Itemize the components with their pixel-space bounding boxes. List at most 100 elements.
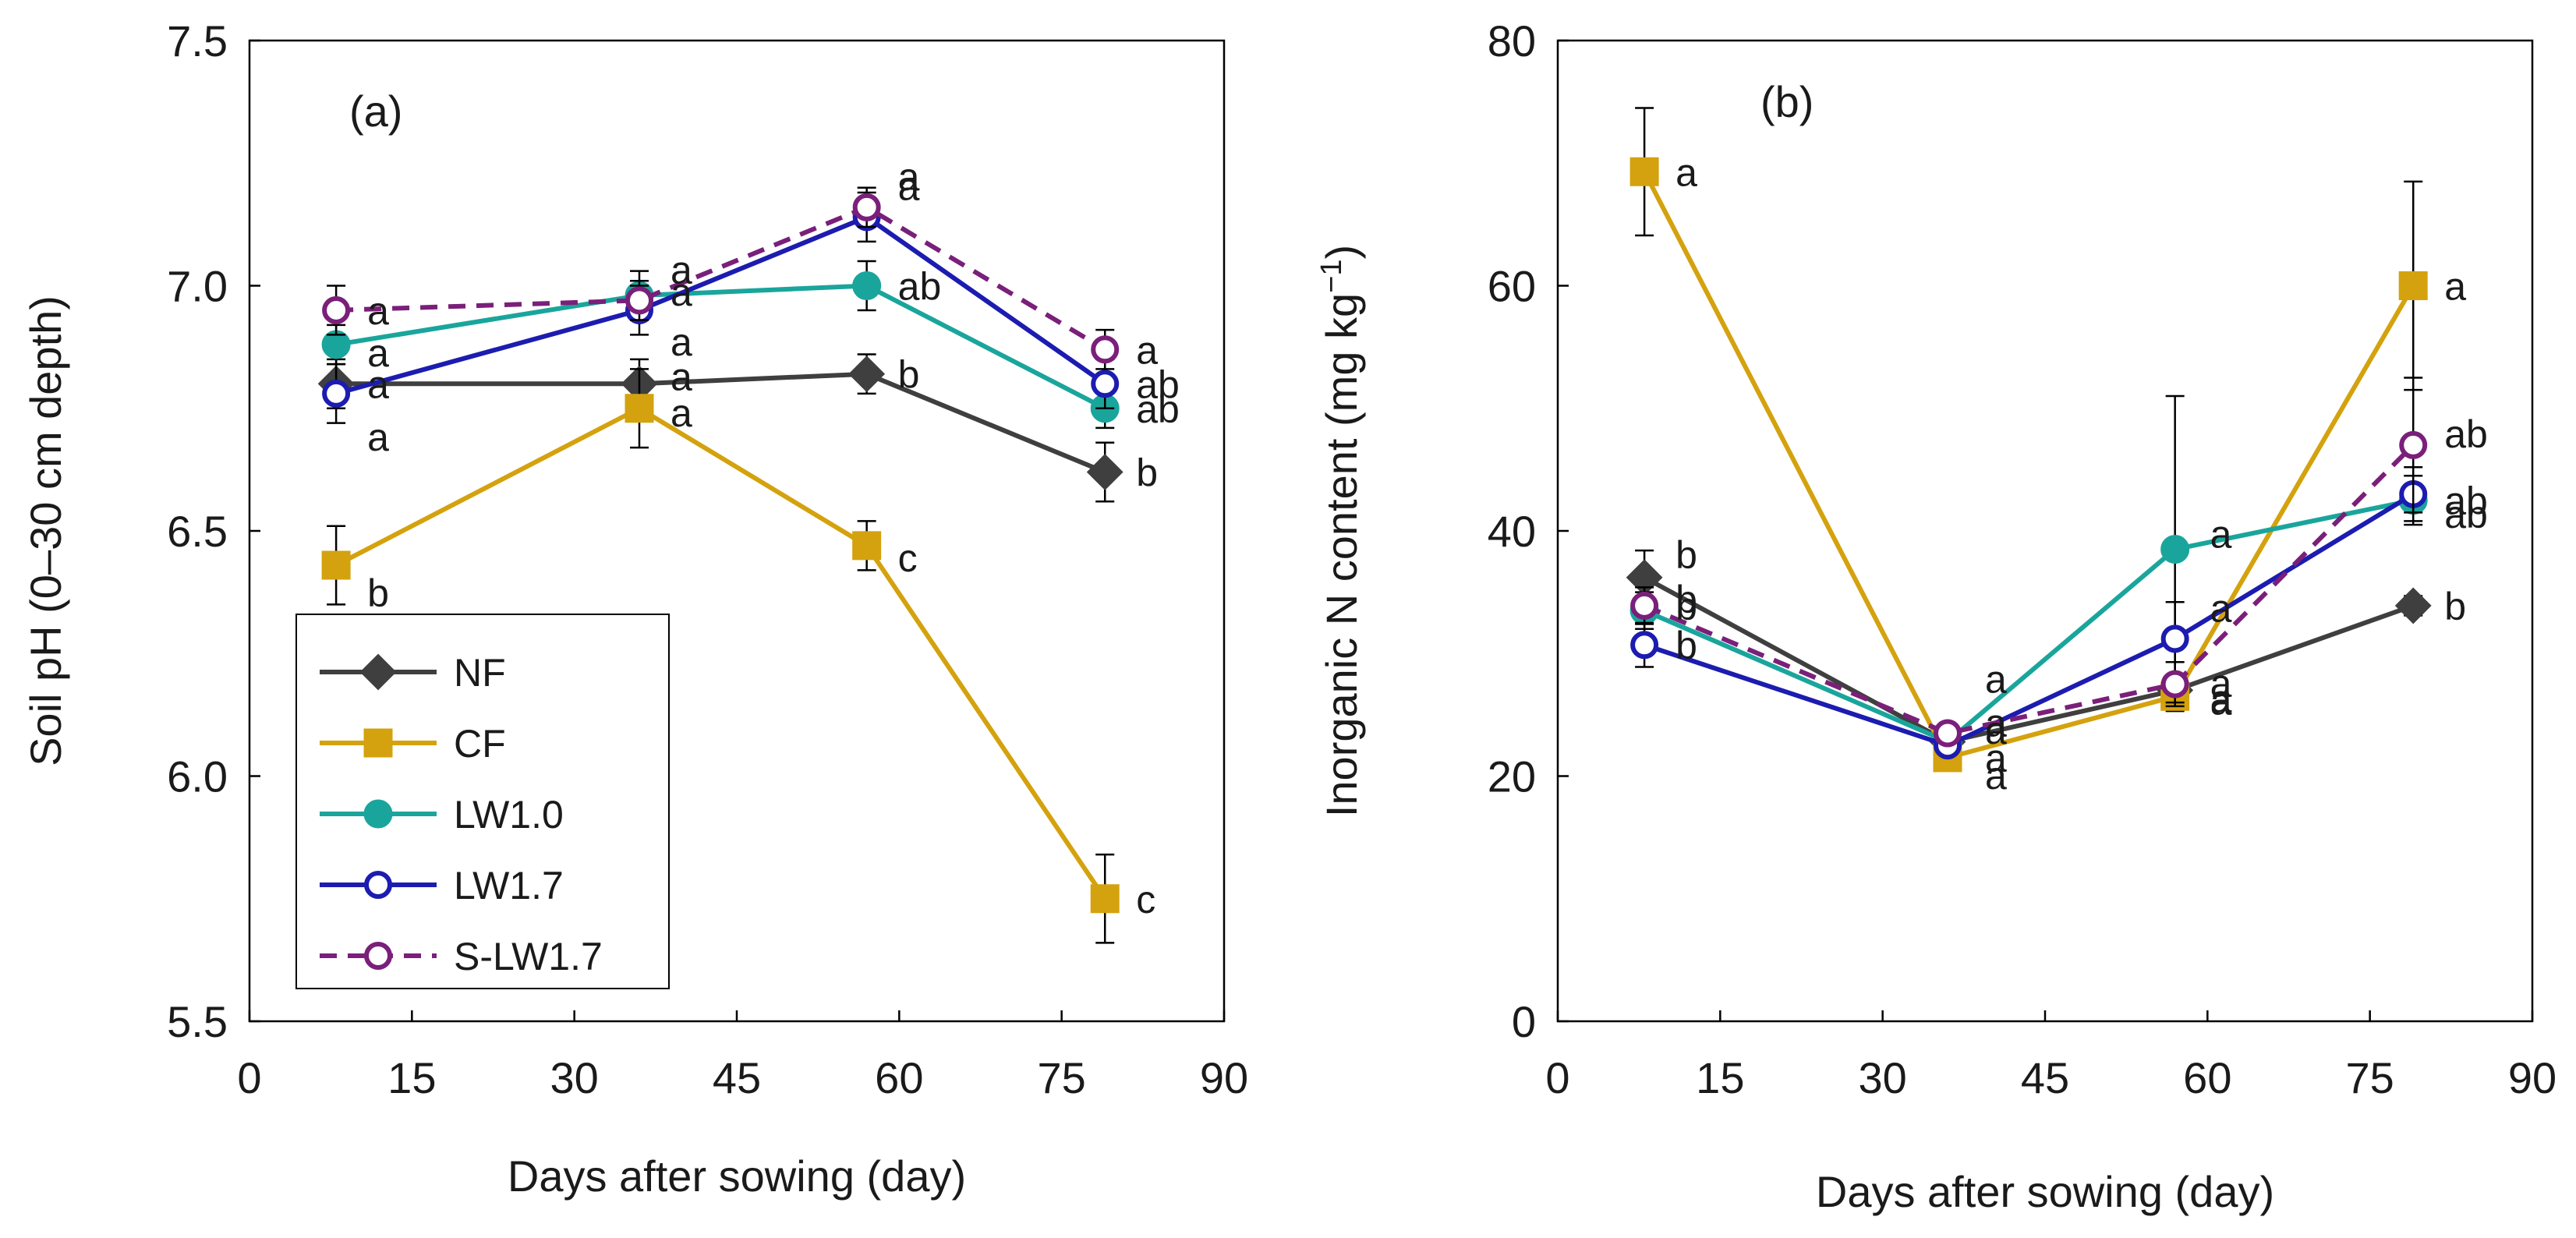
significance-letter: a [2444, 265, 2466, 309]
legend-box [295, 614, 670, 989]
series-line [1644, 492, 2415, 748]
series-cf [321, 368, 1120, 944]
legend-item-cf: CF [320, 722, 506, 766]
data-point [625, 286, 653, 315]
x-axis-title-b: Days after sowing (day) [1816, 1167, 2274, 1216]
legend-label: LW1.0 [454, 793, 564, 837]
significance-letter: a [671, 391, 692, 435]
legend-item-lw1-7: LW1.7 [320, 864, 564, 907]
y-tick-label: 0 [1512, 997, 1536, 1046]
significance-letter: a [1985, 736, 2007, 780]
legend-label: LW1.7 [454, 864, 564, 907]
significance-letter: a [1136, 328, 1158, 372]
significance-letter: a [1985, 709, 2007, 752]
y-tick-label: 6.5 [167, 507, 228, 556]
y-tick-label: 7.5 [167, 16, 228, 65]
significance-letter: ab [2444, 479, 2488, 523]
data-point [852, 531, 882, 561]
data-point [852, 271, 882, 300]
series-line [1643, 575, 2415, 745]
data-point [321, 550, 351, 580]
legend-label: CF [454, 722, 506, 766]
significance-letter: ab [898, 265, 942, 309]
y-axis-title-b-main: Inorganic N content (mg kg [1317, 293, 1366, 817]
x-tick-label: 45 [2021, 1053, 2069, 1102]
series-lw1-7 [1630, 465, 2428, 760]
significance-letter: b [1675, 578, 1697, 621]
significance-letter: a [898, 155, 920, 199]
legend-label: S-LW1.7 [454, 935, 603, 978]
y-tick-label: 20 [1488, 752, 1536, 801]
series-line [335, 283, 1106, 411]
significance-letter: a [2210, 586, 2232, 630]
data-point [2399, 430, 2428, 459]
significance-letter: a [671, 248, 692, 292]
data-point [1091, 335, 1120, 364]
series-nf [317, 353, 1123, 503]
significance-letter: a [367, 331, 389, 375]
significance-letter: c [1136, 878, 1155, 921]
significance-letter: b [2444, 585, 2466, 628]
legend: NF CF LW1.0 LW1.7 S-LW1.7 [295, 614, 670, 989]
significance-letter: a [1985, 657, 2007, 701]
significance-letter: a [1985, 754, 2007, 798]
data-point [1090, 884, 1120, 914]
legend-marker [364, 871, 392, 899]
significance-letter: a [367, 416, 389, 459]
data-point [2160, 670, 2189, 699]
y-axis-title-b-end: ) [1317, 245, 1366, 260]
series-lw1-0 [1629, 394, 2428, 756]
legend-marker [363, 799, 393, 829]
legend-marker [364, 942, 392, 970]
series-line [1642, 170, 2415, 761]
x-tick-label: 30 [1859, 1053, 1907, 1102]
y-tick-label: 80 [1488, 16, 1536, 65]
significance-letter: a [671, 271, 692, 314]
significance-letter: b [1136, 451, 1158, 495]
legend-item-lw1-0: LW1.0 [320, 793, 564, 837]
legend-label: NF [454, 651, 506, 695]
significance-letter: a [2210, 677, 2232, 721]
significance-letter: a [2210, 513, 2232, 557]
significance-letter: a [2210, 661, 2232, 705]
y-tick-label: 60 [1488, 262, 1536, 311]
x-tick-label: 60 [875, 1053, 923, 1102]
significance-letter: a [671, 355, 692, 398]
x-tick-label: 30 [550, 1053, 599, 1102]
significance-letter: a [367, 363, 389, 406]
data-point [322, 295, 351, 324]
significance-letter: ab [1136, 387, 1180, 431]
data-point [852, 193, 881, 221]
y-axis-title-b: Inorganic N content (mg kg−1) [1315, 245, 1366, 817]
data-point [1086, 454, 1123, 490]
significance-letter: a [1985, 701, 2007, 745]
significance-letter: a [671, 320, 692, 364]
data-point [2398, 271, 2428, 300]
significance-letter: a [2210, 679, 2232, 723]
series-line [335, 214, 1106, 396]
x-tick-label: 75 [2346, 1053, 2394, 1102]
series-s-lw1-7 [322, 186, 1120, 370]
significance-letter: a [367, 289, 389, 333]
y-tick-label: 5.5 [167, 997, 228, 1046]
data-point [322, 379, 351, 408]
significance-letter: a [1675, 150, 1697, 194]
significance-letter: a [898, 164, 920, 208]
data-point [2160, 535, 2190, 564]
data-point [625, 394, 654, 423]
significance-letter: ab [2444, 412, 2488, 456]
significance-letter: b [898, 353, 920, 397]
data-point [1630, 591, 1659, 620]
x-tick-label: 90 [1200, 1053, 1248, 1102]
x-tick-label: 0 [237, 1053, 261, 1102]
x-tick-label: 0 [1545, 1053, 1569, 1102]
significance-letter: b [1675, 533, 1697, 577]
legend-item-s-lw1-7: S-LW1.7 [320, 935, 603, 978]
legend-item-nf: NF [320, 651, 506, 695]
legend-marker [359, 653, 397, 691]
data-point [2160, 624, 2189, 653]
y-tick-label: 6.0 [167, 752, 228, 801]
y-axis-title-b-sup: −1 [1315, 260, 1348, 293]
